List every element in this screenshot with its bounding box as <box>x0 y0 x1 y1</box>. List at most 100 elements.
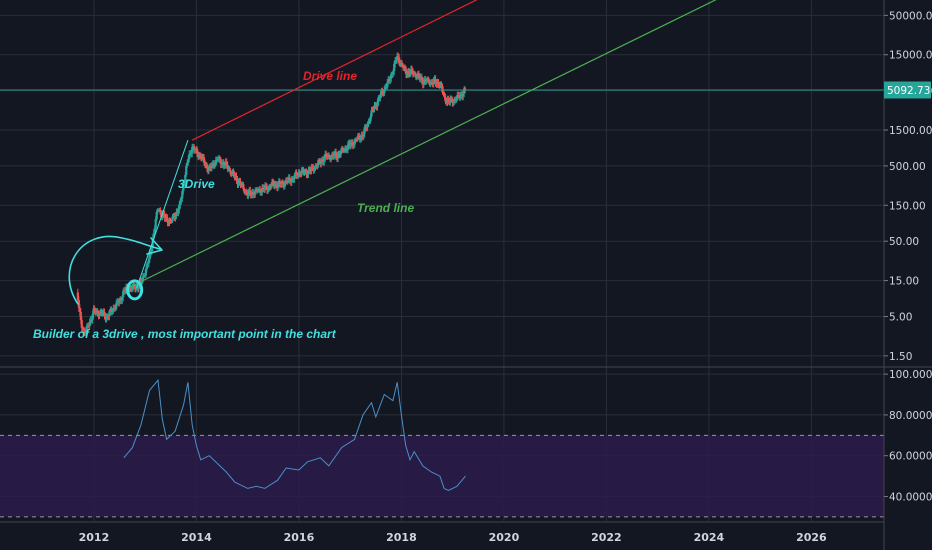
rsi-pane <box>123 378 466 491</box>
candle <box>103 312 106 317</box>
candle <box>413 73 416 75</box>
candle <box>179 200 182 205</box>
circle-marker-icon[interactable] <box>126 279 144 301</box>
price-axis[interactable]: 1.50 5.00 15.00 50.00 150.00 500.00 1500.00 500… <box>884 10 932 363</box>
candle <box>405 73 409 75</box>
candle <box>266 188 270 191</box>
candle <box>342 150 346 152</box>
candle <box>397 56 400 58</box>
candle <box>271 181 275 184</box>
candle <box>383 88 386 94</box>
candle <box>293 174 296 179</box>
candle <box>198 155 202 157</box>
candle <box>376 101 379 107</box>
trend-line[interactable] <box>127 0 730 289</box>
candle <box>228 168 231 171</box>
candle <box>259 189 262 193</box>
candle <box>358 136 361 140</box>
time-tick-label: 2014 <box>181 531 212 544</box>
candle <box>237 182 240 184</box>
candle <box>233 174 236 177</box>
candle <box>96 310 99 314</box>
candle <box>318 160 321 162</box>
candle <box>417 73 420 77</box>
candle <box>207 166 211 170</box>
candle <box>168 219 171 223</box>
candle <box>264 185 268 187</box>
candle <box>381 90 384 93</box>
candle <box>265 186 269 191</box>
curved-arrow-icon[interactable] <box>68 235 163 305</box>
candle <box>415 76 418 78</box>
candle <box>223 164 226 166</box>
candle <box>218 157 221 159</box>
candle <box>155 212 158 220</box>
candle <box>161 213 164 217</box>
candle <box>98 313 101 317</box>
candle <box>464 88 467 90</box>
candle <box>424 79 427 82</box>
candle <box>379 94 382 98</box>
drive-line[interactable] <box>191 0 491 141</box>
candle <box>203 162 207 165</box>
candle <box>130 288 134 290</box>
rsi-axis[interactable]: 40.0000 60.0000 80.0000 100.0000 <box>884 369 932 504</box>
candle <box>85 326 88 333</box>
candle <box>170 221 173 223</box>
candle <box>145 264 148 270</box>
candle <box>239 181 242 185</box>
candle <box>345 149 348 151</box>
time-axis[interactable]: 2012 2014 2016 2018 2020 2022 2024 2026 <box>79 531 827 544</box>
candle <box>90 319 93 321</box>
candle <box>180 198 183 201</box>
rsi-tick-label: 40.0000 <box>889 492 932 504</box>
candle <box>443 94 446 97</box>
candle <box>310 167 313 171</box>
candle <box>290 178 293 183</box>
drive-line-label: Drive line <box>303 69 357 83</box>
candle <box>444 96 447 102</box>
candle <box>121 297 124 301</box>
candle <box>114 308 117 310</box>
candle <box>344 148 348 150</box>
time-tick-label: 2016 <box>284 531 315 544</box>
candle <box>92 308 95 315</box>
candle <box>313 169 316 172</box>
rsi-line <box>123 378 466 491</box>
candle <box>169 219 172 222</box>
rsi-band <box>0 435 884 517</box>
candle <box>225 161 228 165</box>
candle <box>108 311 111 317</box>
candle <box>371 110 374 112</box>
candle <box>296 175 299 177</box>
candle <box>229 170 232 175</box>
candle <box>175 212 178 216</box>
candle <box>140 281 144 284</box>
candle <box>427 78 430 83</box>
candle <box>408 72 412 74</box>
candle <box>232 170 235 175</box>
candle <box>366 123 369 128</box>
candle <box>91 314 94 320</box>
time-tick-label: 2018 <box>386 531 417 544</box>
price-tick-label: 15000.00 <box>889 50 932 62</box>
trend-line-label: Trend line <box>357 201 414 215</box>
candle <box>352 144 355 146</box>
candle <box>295 172 298 176</box>
candle <box>182 185 185 192</box>
candle <box>202 157 206 163</box>
candle <box>324 154 327 159</box>
candle <box>286 180 289 183</box>
candle <box>148 253 151 259</box>
last-price-label: 5092.73 <box>887 85 930 97</box>
candle <box>84 332 87 334</box>
candles <box>76 52 467 337</box>
candle <box>247 192 250 196</box>
candle <box>300 170 303 176</box>
candle <box>152 233 155 239</box>
candle <box>437 81 440 85</box>
candle <box>298 172 301 175</box>
candle <box>261 187 264 193</box>
three-drive-line[interactable] <box>136 139 189 289</box>
